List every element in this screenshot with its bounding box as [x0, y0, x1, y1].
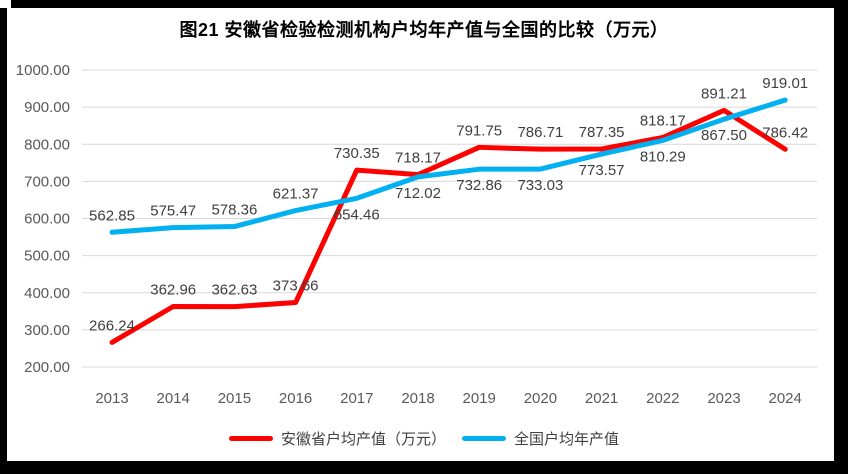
data-label-anhui: 786.71 — [517, 124, 563, 141]
legend-item-national: 全国户均年产值 — [462, 428, 619, 449]
y-axis-tick-label: 600.00 — [24, 211, 70, 228]
data-label-anhui: 362.63 — [211, 282, 257, 299]
chart-legend: 安徽省户均产值（万元） 全国户均年产值 — [0, 428, 848, 449]
x-axis-tick-label: 2015 — [218, 390, 251, 407]
screen-border-bottom — [0, 461, 848, 474]
screen-border-top — [11, 0, 848, 8]
legend-line-swatch-national — [462, 436, 506, 441]
x-axis-tick-label: 2013 — [95, 390, 128, 407]
data-label-anhui: 787.35 — [579, 124, 625, 141]
series-line-anhui — [109, 107, 788, 345]
legend-line-swatch-anhui — [228, 436, 273, 441]
data-label-anhui: 791.75 — [456, 122, 502, 139]
data-label-national: 773.57 — [579, 162, 625, 179]
legend-item-anhui: 安徽省户均产值（万元） — [228, 428, 446, 449]
x-axis-tick-label: 2018 — [401, 390, 434, 407]
data-label-national: 562.85 — [89, 207, 135, 224]
data-label-national: 732.86 — [456, 177, 502, 194]
data-label-national: 733.03 — [517, 177, 563, 194]
x-axis-tick-label: 2016 — [279, 390, 312, 407]
y-axis-tick-label: 800.00 — [24, 136, 70, 153]
y-axis-tick-label: 500.00 — [24, 248, 70, 265]
data-label-national: 867.50 — [701, 127, 747, 144]
data-label-national: 654.46 — [334, 206, 380, 223]
y-axis-tick-label: 900.00 — [24, 99, 70, 116]
data-label-anhui: 373.66 — [273, 278, 319, 295]
screen-border-right — [834, 8, 848, 474]
legend-label-anhui: 安徽省户均产值（万元） — [280, 431, 446, 448]
x-axis-tick-label: 2019 — [463, 390, 496, 407]
x-axis-tick-label: 2021 — [585, 390, 618, 407]
x-axis-tick-label: 2020 — [524, 390, 557, 407]
data-label-national: 575.47 — [150, 203, 196, 220]
y-axis-tick-label: 300.00 — [24, 322, 70, 339]
x-axis-tick-label: 2014 — [157, 390, 190, 407]
x-axis-tick-label: 2024 — [769, 390, 802, 407]
series-line-national — [109, 97, 788, 235]
screen-border-left — [0, 8, 7, 474]
x-axis-tick-label: 2017 — [340, 390, 373, 407]
screen-border-notch — [0, 0, 11, 8]
y-axis-tick-label: 200.00 — [24, 359, 70, 376]
x-axis-tick-label: 2022 — [646, 390, 679, 407]
chart-title: 图21 安徽省检验检测机构户均年产值与全国的比较（万元） — [179, 20, 669, 40]
legend-label-national: 全国户均年产值 — [514, 431, 620, 448]
data-label-anhui: 362.96 — [150, 282, 196, 299]
data-label-anhui: 786.42 — [762, 124, 808, 141]
x-axis-tick-label: 2023 — [707, 390, 740, 407]
data-label-anhui: 818.17 — [640, 113, 686, 130]
data-label-anhui: 730.35 — [334, 145, 380, 162]
data-label-anhui: 891.21 — [701, 85, 747, 102]
y-axis-tick-label: 700.00 — [24, 173, 70, 190]
data-label-anhui: 718.17 — [395, 150, 441, 167]
y-axis-tick-label: 1000.00 — [16, 62, 70, 79]
data-label-national: 919.01 — [762, 75, 808, 92]
data-label-national: 712.02 — [395, 185, 441, 202]
data-label-national: 621.37 — [273, 186, 319, 203]
data-label-national: 810.29 — [640, 148, 686, 165]
data-label-national: 578.36 — [211, 202, 257, 219]
data-label-anhui: 266.24 — [89, 317, 135, 334]
y-axis-tick-label: 400.00 — [24, 285, 70, 302]
